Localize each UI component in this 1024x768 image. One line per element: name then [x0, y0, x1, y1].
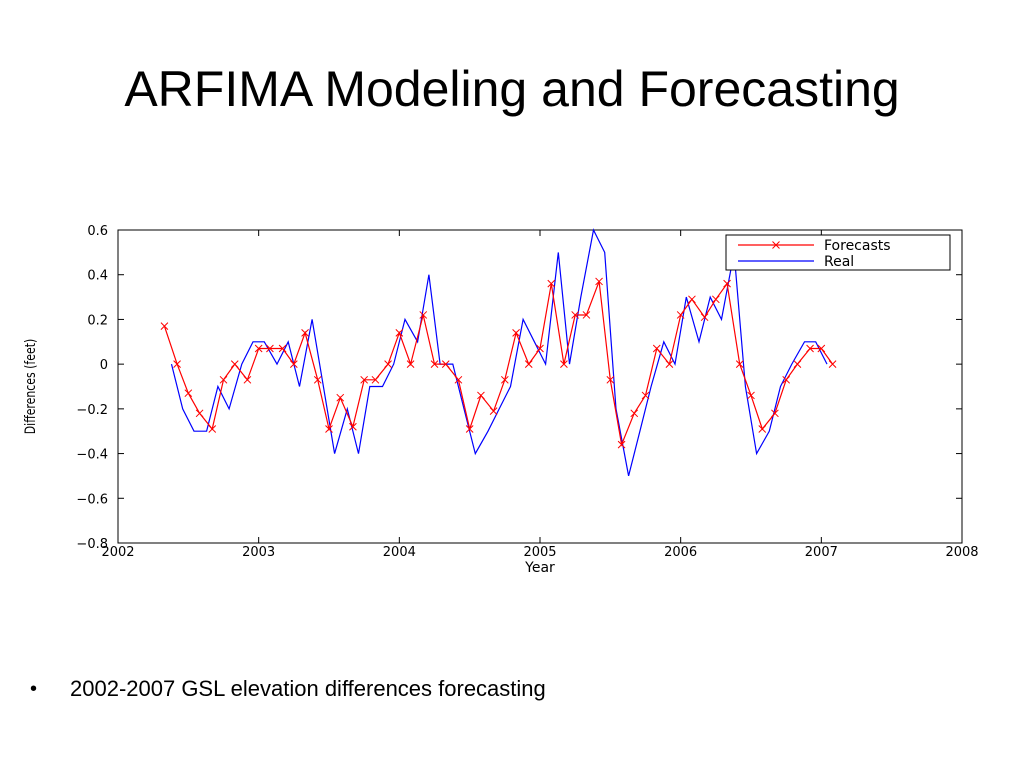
data-point-forecasts: [419, 311, 428, 319]
data-point-forecasts: [771, 409, 779, 418]
data-point-forecasts: [641, 391, 650, 400]
data-point-forecasts: [700, 313, 709, 322]
data-point-forecasts: [560, 360, 568, 368]
data-point-forecasts: [384, 360, 392, 368]
y-tick-label: 0.4: [87, 269, 108, 284]
data-point-forecasts: [547, 279, 556, 288]
data-point-forecasts: [735, 360, 744, 368]
x-tick-label: 2008: [945, 545, 978, 560]
bullet-text: 2002-2007 GSL elevation differences fore…: [70, 676, 546, 701]
x-tick-label: 2006: [664, 545, 697, 560]
x-tick-label: 2005: [523, 545, 556, 560]
data-point-forecasts: [454, 375, 463, 384]
legend-box: [725, 234, 951, 271]
data-point-forecasts: [665, 360, 674, 368]
data-point-forecasts: [489, 407, 498, 415]
data-point-forecasts: [828, 360, 837, 368]
data-point-forecasts: [676, 311, 685, 319]
line-chart: 2002 2003 2004 2005 2006 2007 2008 0.6 0.4 0.2 0 −0…: [22, 224, 979, 576]
data-point-forecasts: [243, 375, 252, 384]
data-point-forecasts: [582, 311, 591, 319]
data-point-forecasts: [160, 322, 169, 330]
data-point-forecasts: [806, 344, 814, 353]
data-point-forecasts: [711, 295, 720, 304]
data-point-forecasts: [536, 344, 544, 353]
data-point-forecasts: [254, 344, 263, 353]
data-point-forecasts: [617, 440, 626, 449]
data-point-forecasts: [266, 344, 274, 353]
data-point-forecasts: [173, 360, 181, 368]
data-point-forecasts: [571, 311, 580, 319]
data-point-forecasts: [219, 375, 228, 384]
legend-label-forecasts: Forecasts: [824, 238, 891, 254]
legend-marker-forecasts: [772, 241, 780, 249]
y-tick-label: −0.8: [76, 537, 108, 552]
x-tick-label: 2003: [242, 545, 275, 560]
data-point-forecasts: [195, 409, 204, 418]
y-tick-label: 0.6: [87, 224, 108, 239]
y-tick-label: 0: [100, 358, 108, 373]
data-point-forecasts: [395, 328, 404, 337]
data-point-forecasts: [630, 409, 639, 418]
data-point-forecasts: [430, 360, 439, 368]
data-point-forecasts: [758, 425, 767, 433]
bullet-symbol: •: [30, 677, 38, 700]
data-point-forecasts: [500, 375, 509, 384]
x-axis-label: Year: [524, 560, 555, 576]
data-point-forecasts: [313, 375, 322, 384]
data-point-forecasts: [512, 328, 520, 337]
series-line-real: [170, 228, 828, 477]
data-point-forecasts: [688, 295, 696, 304]
data-point-forecasts: [782, 375, 791, 384]
data-point-forecasts: [817, 344, 826, 353]
data-point-forecasts: [349, 422, 357, 431]
data-point-forecasts: [184, 389, 193, 398]
x-tick-label: 2002: [101, 545, 134, 560]
data-point-forecasts: [278, 344, 287, 353]
x-tick-label: 2004: [383, 545, 416, 560]
data-point-forecasts: [301, 328, 309, 337]
data-point-forecasts: [524, 360, 533, 368]
legend-label-real: Real: [824, 254, 854, 270]
data-point-forecasts: [606, 375, 615, 384]
series-line-forecasts: [163, 281, 834, 447]
plot-area: [117, 229, 963, 544]
x-tick-label: 2007: [805, 545, 838, 560]
data-point-forecasts: [325, 425, 333, 433]
slide-title: ARFIMA Modeling and Forecasting: [124, 61, 900, 117]
data-point-forecasts: [441, 360, 450, 368]
data-point-forecasts: [723, 279, 731, 288]
data-point-forecasts: [652, 344, 661, 353]
data-point-forecasts: [208, 425, 217, 433]
y-axis-label: Differences (feet): [22, 339, 39, 434]
data-point-forecasts: [465, 425, 474, 433]
data-point-forecasts: [406, 360, 415, 368]
data-point-forecasts: [371, 375, 380, 384]
data-point-forecasts: [595, 277, 603, 286]
data-point-forecasts: [360, 375, 369, 384]
y-tick-label: −0.2: [76, 403, 108, 418]
data-point-forecasts: [747, 391, 755, 400]
y-tick-label: 0.2: [87, 313, 108, 328]
bullet-item: • 2002-2007 GSL elevation differences fo…: [30, 676, 546, 702]
data-point-forecasts: [793, 360, 802, 368]
data-point-forecasts: [289, 360, 298, 368]
data-point-forecasts: [230, 360, 239, 368]
data-point-forecasts: [477, 391, 485, 400]
data-point-forecasts: [336, 393, 345, 402]
y-tick-label: −0.6: [76, 492, 108, 507]
y-tick-label: −0.4: [76, 448, 108, 463]
